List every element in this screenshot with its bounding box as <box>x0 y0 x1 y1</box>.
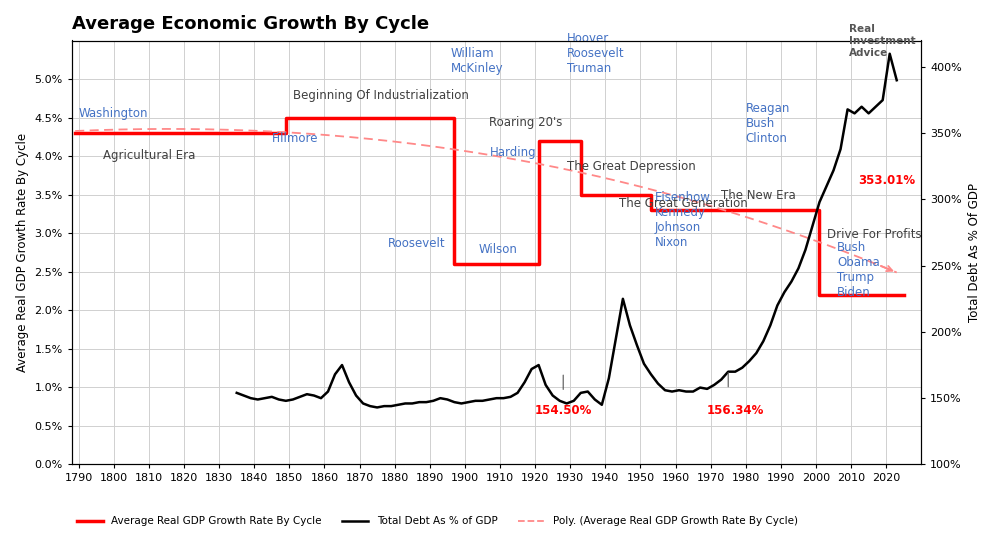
Y-axis label: Total Debt As % Of GDP: Total Debt As % Of GDP <box>968 183 981 322</box>
Text: Bush
Obama
Trump
Biden: Bush Obama Trump Biden <box>837 241 879 299</box>
Text: Washington: Washington <box>79 107 148 120</box>
Legend: Average Real GDP Growth Rate By Cycle, Total Debt As % of GDP, Poly. (Average Re: Average Real GDP Growth Rate By Cycle, T… <box>73 512 802 530</box>
Text: Fillmore: Fillmore <box>272 132 319 145</box>
Text: Eisenhow
Kennedy
Johnson
Nixon: Eisenhow Kennedy Johnson Nixon <box>654 191 710 248</box>
Text: Drive For Profits: Drive For Profits <box>827 228 921 241</box>
Text: William
McKinley: William McKinley <box>451 47 504 75</box>
Text: 154.50%: 154.50% <box>535 403 593 417</box>
Text: Average Economic Growth By Cycle: Average Economic Growth By Cycle <box>72 15 429 33</box>
Text: Harding: Harding <box>489 146 536 159</box>
Text: Wilson: Wilson <box>479 244 518 256</box>
Text: The Great Depression: The Great Depression <box>567 160 695 173</box>
Text: Roosevelt: Roosevelt <box>387 237 445 250</box>
Text: Reagan
Bush
Clinton: Reagan Bush Clinton <box>746 102 790 145</box>
Text: 353.01%: 353.01% <box>859 174 915 187</box>
Text: The Great Generation: The Great Generation <box>620 197 748 210</box>
Text: Real
Investment
Advice: Real Investment Advice <box>849 24 915 57</box>
Text: The New Era: The New Era <box>721 190 796 202</box>
Y-axis label: Average Real GDP Growth Rate By Cycle: Average Real GDP Growth Rate By Cycle <box>16 133 29 372</box>
Text: Hoover
Roosevelt
Truman: Hoover Roosevelt Truman <box>567 32 624 75</box>
Text: Beginning Of Industrialization: Beginning Of Industrialization <box>293 89 469 102</box>
Text: Roaring 20's: Roaring 20's <box>489 116 563 129</box>
Text: 156.34%: 156.34% <box>707 403 765 417</box>
Text: Agricultural Era: Agricultural Era <box>104 148 195 161</box>
